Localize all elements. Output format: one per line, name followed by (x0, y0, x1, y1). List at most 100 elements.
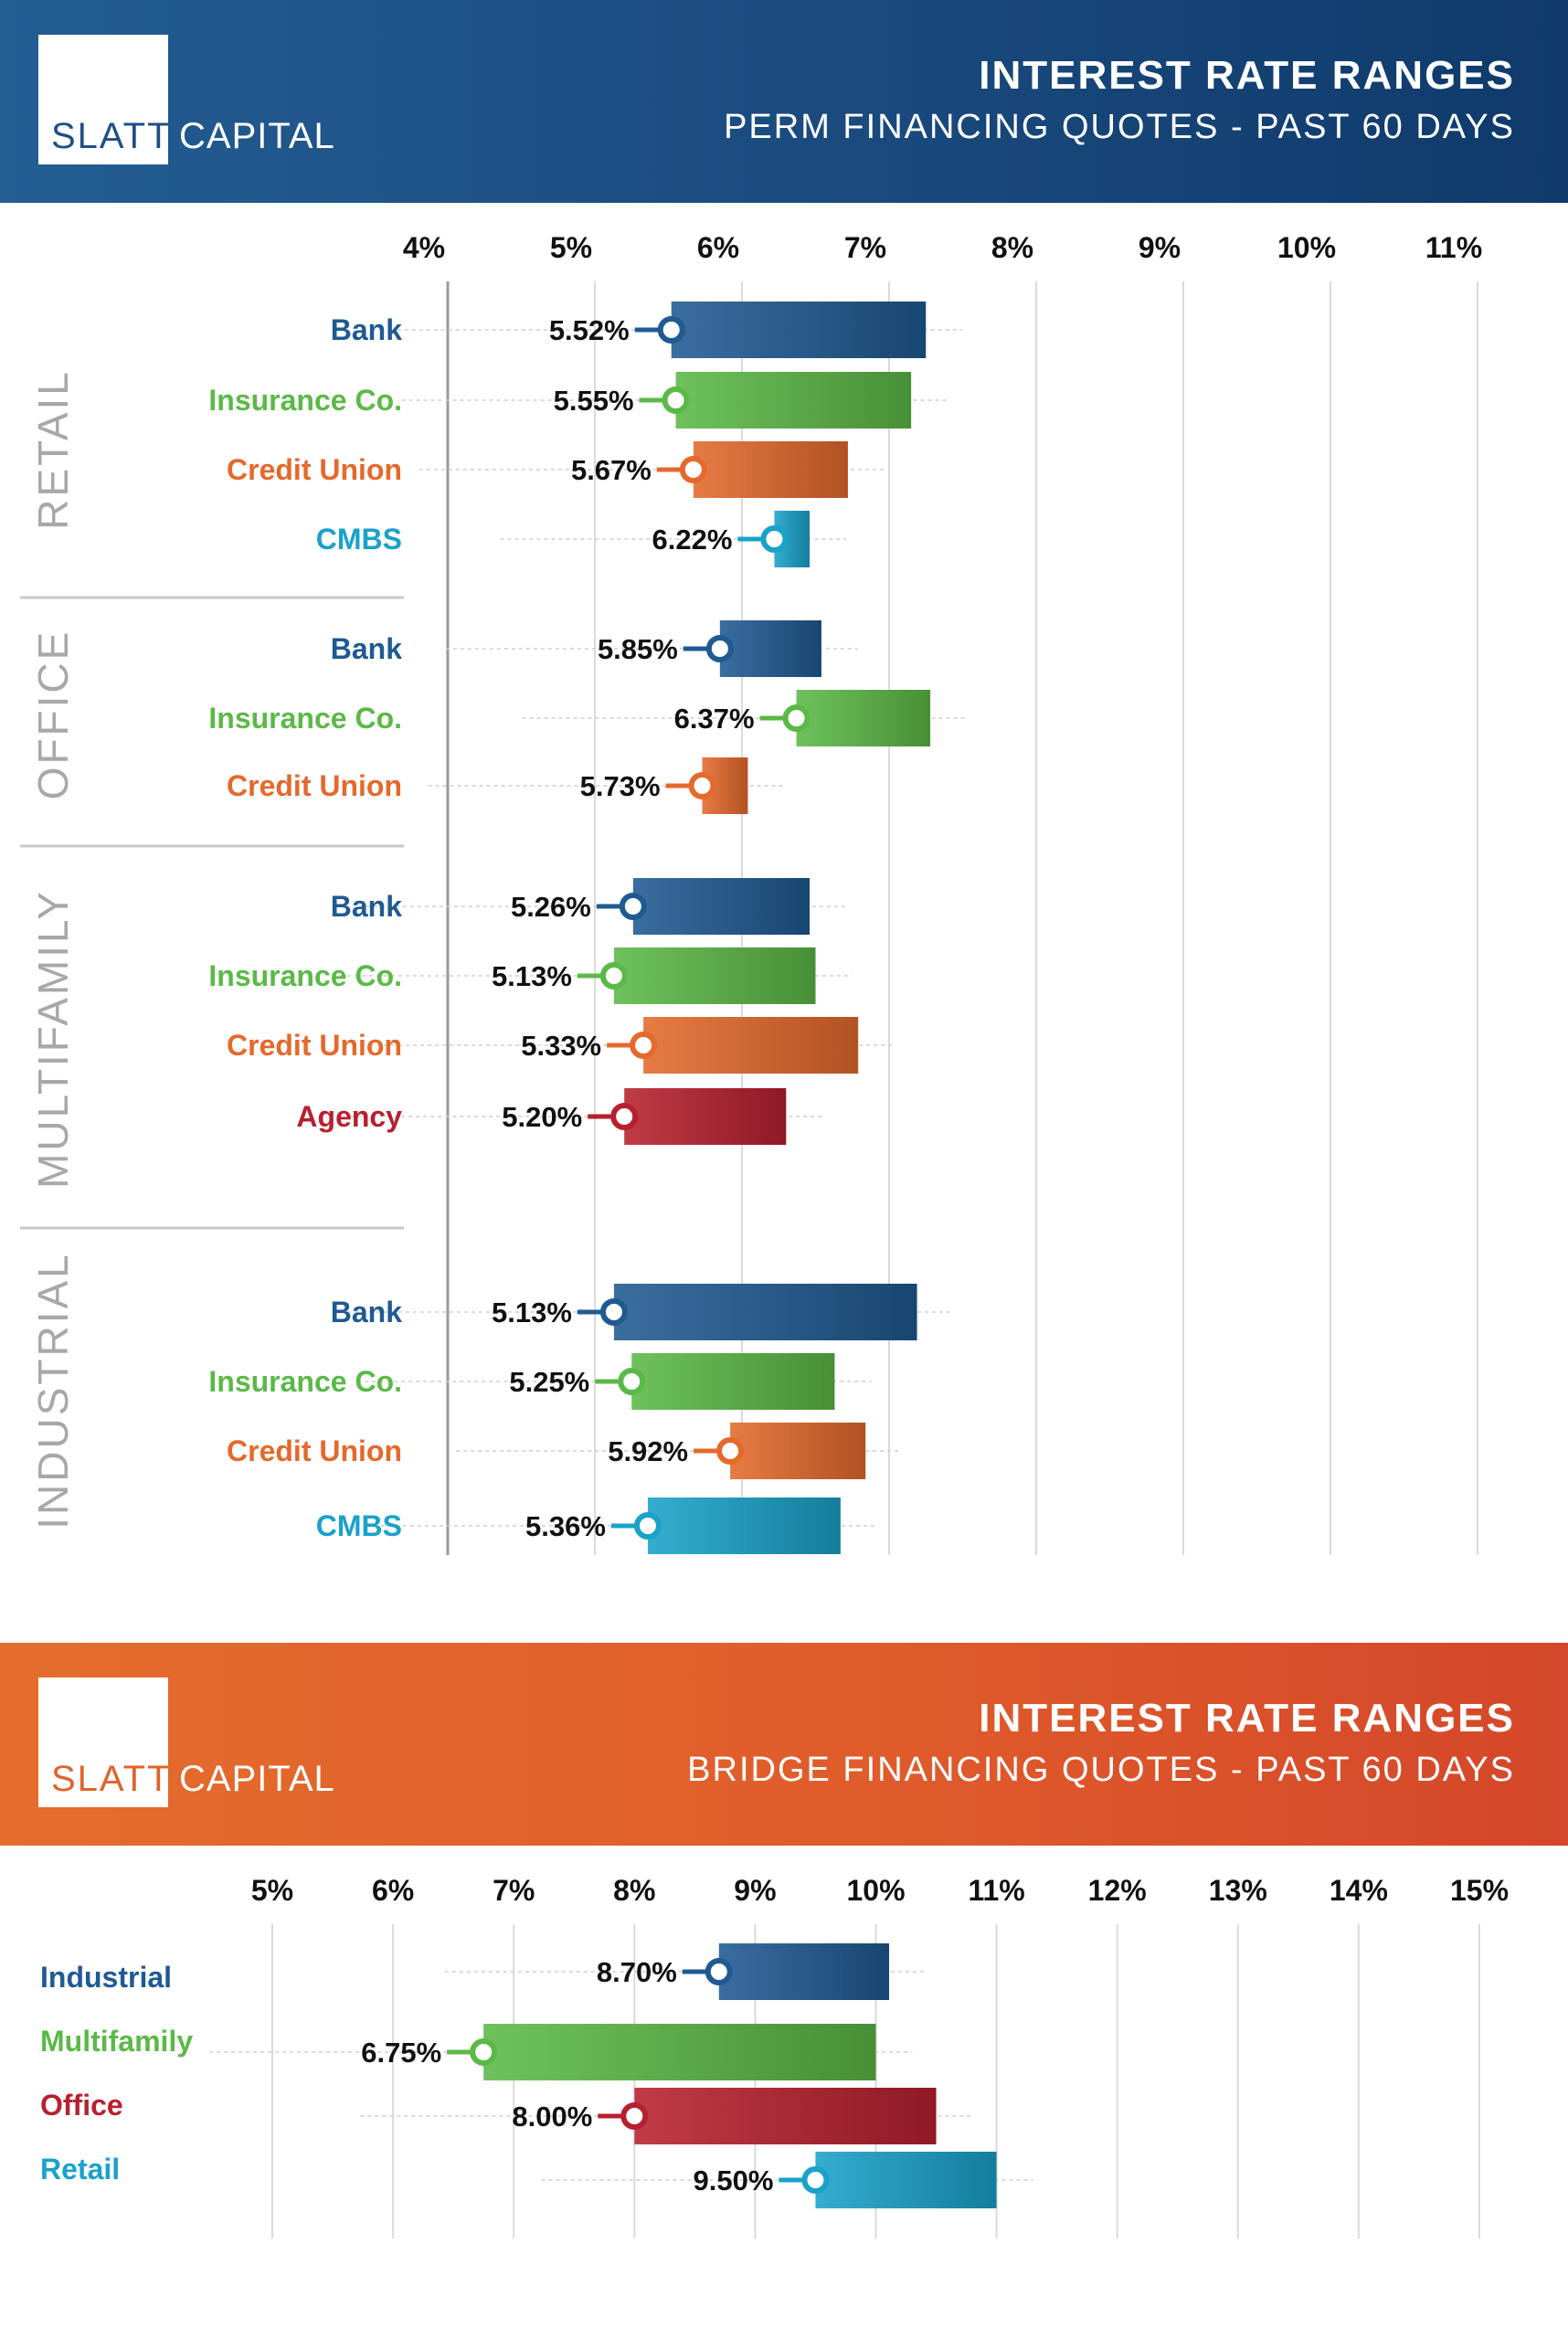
category-label: Bank (331, 313, 402, 346)
tick-label: 8% (991, 231, 1033, 264)
low-value-label: 6.22% (652, 524, 733, 556)
low-value-label: 8.70% (597, 1956, 677, 1988)
low-value-label: 5.36% (525, 1510, 606, 1542)
tick-label: 10% (1277, 231, 1336, 264)
range-bar (730, 1423, 866, 1479)
low-value-label: 5.20% (502, 1101, 582, 1133)
tick-label: 7% (844, 231, 886, 264)
low-marker (688, 772, 716, 799)
tick-label: 7% (493, 1874, 535, 1907)
range-bar (675, 372, 912, 429)
perm-header: SLATT CAPITAL INTEREST RATE RANGES PERM … (0, 0, 1568, 203)
low-marker (705, 635, 734, 662)
category-label: CMBS (316, 1509, 402, 1542)
low-value-label: 5.33% (521, 1030, 601, 1062)
tick-label: 6% (372, 1874, 414, 1907)
perm-subtitle: PERM FINANCING QUOTES - PAST 60 DAYS (724, 108, 1515, 146)
low-marker (705, 1958, 733, 1985)
category-label: Agency (296, 1100, 402, 1133)
section-label: INDUSTRIAL (29, 1252, 77, 1529)
category-label: Credit Union (227, 453, 402, 486)
category-label: Bank (331, 1296, 402, 1328)
perm-rate-chart: 4% 5% 6% 7% 8% 9% 10% 11% RETAIL Bank 5.52% Insuran… (20, 231, 1482, 1555)
low-value-label: 5.25% (509, 1366, 589, 1398)
low-value-label: 9.50% (694, 2164, 774, 2196)
range-bar (719, 620, 821, 677)
category-label: Bank (331, 632, 402, 665)
tick-label: 12% (1088, 1874, 1147, 1907)
category-label: Insurance Co. (208, 702, 402, 735)
category-label: Office (40, 2089, 123, 2122)
low-value-label: 6.75% (361, 2037, 441, 2069)
tick-label: 8% (613, 1874, 655, 1907)
tick-label: 5% (550, 231, 592, 264)
tick-label: 14% (1330, 1874, 1388, 1907)
category-label: Industrial (40, 1961, 172, 1994)
range-bar (632, 878, 810, 935)
range-bar (624, 1088, 787, 1145)
low-value-label: 5.67% (571, 454, 652, 486)
low-value-label: 6.37% (674, 703, 755, 735)
low-marker (599, 1298, 628, 1326)
low-marker (620, 2102, 649, 2130)
bridge-title: INTEREST RATE RANGES (979, 1696, 1515, 1741)
logo-capital: CAPITAL (179, 116, 335, 156)
tick-label: 13% (1209, 1874, 1267, 1907)
logo-slatt: SLATT (51, 1759, 172, 1799)
low-value-label: 5.26% (511, 891, 591, 923)
low-marker (662, 386, 690, 414)
category-label: Retail (40, 2153, 120, 2186)
low-value-label: 5.92% (608, 1435, 688, 1467)
tick-label: 9% (734, 1874, 776, 1907)
low-marker (760, 525, 789, 553)
tick-label: 11% (1425, 231, 1482, 264)
low-marker (716, 1437, 745, 1465)
low-marker (657, 316, 685, 344)
bridge-header: SLATT CAPITAL INTEREST RATE RANGES BRIDG… (0, 1643, 1568, 1846)
category-label: Credit Union (227, 1434, 402, 1467)
logo-badge (38, 1678, 168, 1807)
low-value-label: 5.13% (492, 1297, 572, 1328)
category-label: CMBS (316, 523, 402, 556)
range-bar (796, 690, 931, 746)
range-bar (634, 2088, 937, 2144)
logo-capital: CAPITAL (179, 1759, 335, 1799)
logo-badge (38, 35, 168, 164)
low-value-label: 5.52% (549, 314, 630, 346)
tick-label: 9% (1139, 231, 1181, 264)
tick-label: 15% (1450, 1874, 1509, 1907)
low-value-label: 5.73% (580, 770, 661, 802)
low-marker (470, 2038, 498, 2066)
range-bar (815, 2152, 997, 2208)
section-label: MULTIFAMILY (29, 889, 77, 1189)
category-label: Credit Union (227, 769, 402, 802)
range-bar (643, 1017, 859, 1074)
range-bar (613, 1284, 917, 1340)
range-bar (483, 2024, 876, 2080)
category-label: Insurance Co. (208, 1365, 402, 1398)
tick-label: 10% (846, 1874, 905, 1907)
tick-label: 4% (403, 231, 445, 264)
bridge-subtitle: BRIDGE FINANCING QUOTES - PAST 60 DAYS (687, 1751, 1515, 1789)
range-bar (671, 302, 927, 358)
low-marker (630, 1032, 658, 1059)
category-label: Insurance Co. (208, 959, 402, 992)
perm-title: INTEREST RATE RANGES (979, 53, 1515, 98)
low-marker (782, 704, 810, 732)
low-marker (618, 1368, 646, 1395)
category-label: Multifamily (40, 2025, 193, 2058)
section-label: RETAIL (29, 369, 77, 530)
range-bar (693, 441, 848, 498)
category-label: Credit Union (227, 1029, 402, 1062)
range-bar (613, 947, 816, 1004)
low-marker (801, 2166, 830, 2194)
tick-label: 11% (968, 1874, 1024, 1907)
tick-label: 5% (251, 1874, 293, 1907)
category-label: Insurance Co. (208, 384, 402, 417)
low-value-label: 8.00% (512, 2101, 592, 2133)
category-label: Bank (331, 890, 402, 923)
section-label: OFFICE (29, 630, 77, 800)
low-marker (619, 893, 647, 920)
tick-label: 6% (697, 231, 739, 264)
low-marker (679, 456, 707, 483)
